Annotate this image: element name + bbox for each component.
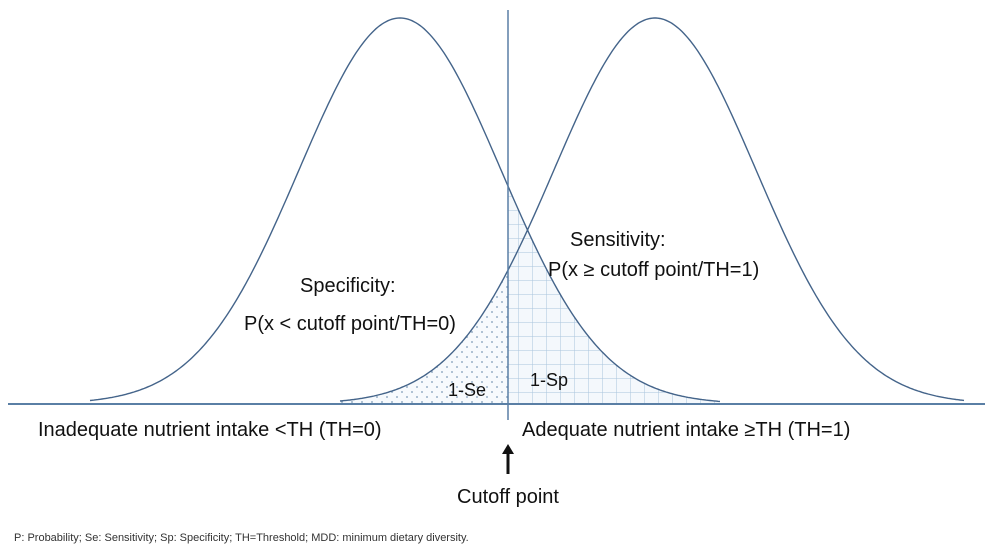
one-minus-se: 1-Se (448, 380, 486, 400)
one-minus-sp: 1-Sp (530, 370, 568, 390)
left-curve (89, 17, 721, 403)
arrow-head (502, 444, 514, 454)
right-curve (339, 17, 965, 402)
sensitivity-formula: P(x ≥ cutoff point/TH=1) (548, 259, 759, 281)
cutoff-label: Cutoff point (457, 486, 559, 508)
specificity-formula: P(x < cutoff point/TH=0) (244, 313, 456, 335)
left-axis-label: Inadequate nutrient intake <TH (TH=0) (38, 419, 382, 441)
sensitivity-label: Sensitivity: (570, 229, 666, 251)
right-axis-label: Adequate nutrient intake ≥TH (TH=1) (522, 419, 850, 441)
footnote: P: Probability; Se: Sensitivity; Sp: Spe… (14, 532, 469, 544)
region-1-sp (508, 186, 720, 404)
specificity-label: Specificity: (300, 275, 396, 297)
region-1-se (340, 270, 508, 404)
